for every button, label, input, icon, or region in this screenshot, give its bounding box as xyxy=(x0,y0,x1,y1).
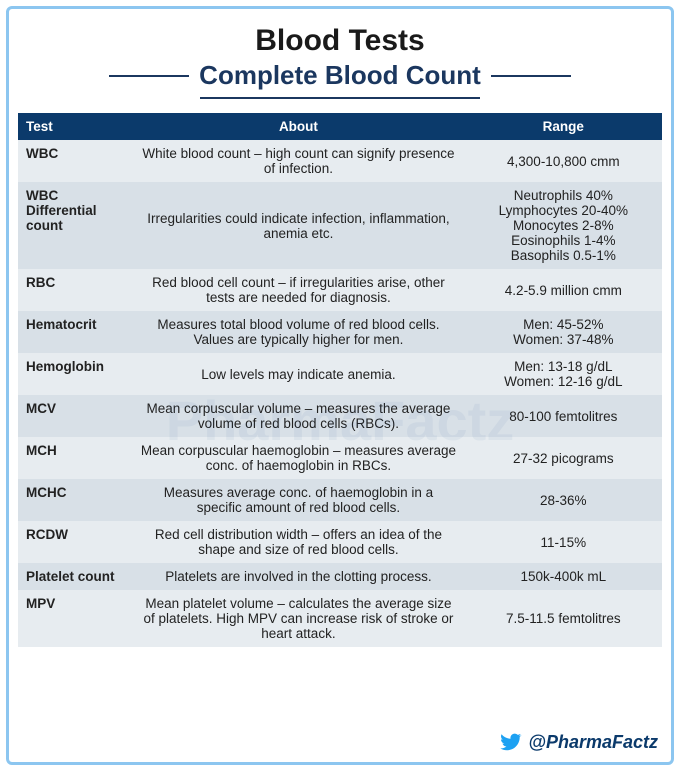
cell-about: Irregularities could indicate infection,… xyxy=(132,182,464,269)
cell-range: Neutrophils 40% Lymphocytes 20-40% Monoc… xyxy=(465,182,662,269)
cell-range: 28-36% xyxy=(465,479,662,521)
cell-about: Measures average conc. of haemoglobin in… xyxy=(132,479,464,521)
subtitle-row: Complete Blood Count xyxy=(18,60,662,91)
cell-test: WBC xyxy=(18,140,132,182)
cell-range: Men: 45-52% Women: 37-48% xyxy=(465,311,662,353)
page-title: Blood Tests xyxy=(18,24,662,58)
cell-test: Hemoglobin xyxy=(18,353,132,395)
cell-test: MCHC xyxy=(18,479,132,521)
table-row: MPVMean platelet volume – calculates the… xyxy=(18,590,662,647)
col-header-about: About xyxy=(132,113,464,140)
cell-range: 27-32 picograms xyxy=(465,437,662,479)
cell-test: WBC Differential count xyxy=(18,182,132,269)
table-row: MCHMean corpuscular haemoglobin – measur… xyxy=(18,437,662,479)
cell-test: MCH xyxy=(18,437,132,479)
content-wrapper: PharmaFactz Blood Tests Complete Blood C… xyxy=(18,18,662,753)
cell-range: 80-100 femtolitres xyxy=(465,395,662,437)
cell-range: 7.5-11.5 femtolitres xyxy=(465,590,662,647)
cell-range: Men: 13-18 g/dL Women: 12-16 g/dL xyxy=(465,353,662,395)
table-row: MCVMean corpuscular volume – measures th… xyxy=(18,395,662,437)
cell-about: Mean corpuscular volume – measures the a… xyxy=(132,395,464,437)
cell-test: MCV xyxy=(18,395,132,437)
cell-range: 4,300-10,800 cmm xyxy=(465,140,662,182)
cell-range: 150k-400k mL xyxy=(465,563,662,590)
cell-range: 4.2-5.9 million cmm xyxy=(465,269,662,311)
subtitle-rule-right xyxy=(491,75,571,77)
cell-test: MPV xyxy=(18,590,132,647)
table-row: WBCWhite blood count – high count can si… xyxy=(18,140,662,182)
cell-about: Low levels may indicate anemia. xyxy=(132,353,464,395)
table-row: Platelet countPlatelets are involved in … xyxy=(18,563,662,590)
cell-test: Hematocrit xyxy=(18,311,132,353)
table-row: MCHCMeasures average conc. of haemoglobi… xyxy=(18,479,662,521)
cell-range: 11-15% xyxy=(465,521,662,563)
blood-tests-table: Test About Range WBCWhite blood count – … xyxy=(18,113,662,647)
table-row: RCDWRed cell distribution width – offers… xyxy=(18,521,662,563)
cell-about: Red cell distribution width – offers an … xyxy=(132,521,464,563)
col-header-test: Test xyxy=(18,113,132,140)
title-underline xyxy=(200,97,480,99)
cell-about: White blood count – high count can signi… xyxy=(132,140,464,182)
table-header-row: Test About Range xyxy=(18,113,662,140)
cell-about: Platelets are involved in the clotting p… xyxy=(132,563,464,590)
footer: @PharmaFactz xyxy=(18,723,662,753)
cell-about: Mean corpuscular haemoglobin – measures … xyxy=(132,437,464,479)
cell-about: Mean platelet volume – calculates the av… xyxy=(132,590,464,647)
cell-test: RCDW xyxy=(18,521,132,563)
cell-test: RBC xyxy=(18,269,132,311)
cell-about: Red blood cell count – if irregularities… xyxy=(132,269,464,311)
header-block: Blood Tests Complete Blood Count xyxy=(18,18,662,113)
cell-test: Platelet count xyxy=(18,563,132,590)
table-row: HemoglobinLow levels may indicate anemia… xyxy=(18,353,662,395)
table-row: RBCRed blood cell count – if irregularit… xyxy=(18,269,662,311)
page-subtitle: Complete Blood Count xyxy=(199,60,481,91)
col-header-range: Range xyxy=(465,113,662,140)
cell-about: Measures total blood volume of red blood… xyxy=(132,311,464,353)
table-row: WBC Differential countIrregularities cou… xyxy=(18,182,662,269)
subtitle-rule-left xyxy=(109,75,189,77)
twitter-icon xyxy=(500,731,522,753)
twitter-handle: @PharmaFactz xyxy=(528,732,658,753)
table-row: HematocritMeasures total blood volume of… xyxy=(18,311,662,353)
